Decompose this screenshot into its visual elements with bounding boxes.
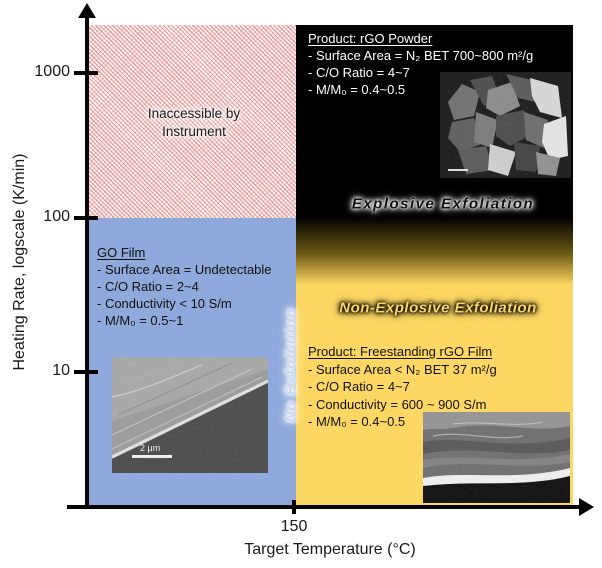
go-film-surface-area: - Surface Area = Undetectable	[97, 262, 272, 277]
rgo-film-mass-ratio: - M/M₀ = 0.4~0.5	[308, 414, 406, 429]
non-explosive-exfoliation-zone-label: Non-Explosive Exfoliation	[339, 299, 537, 317]
sem-scale-label: 2 μm	[140, 443, 160, 453]
rgo-film-surface-area: - Surface Area < N₂ BET 37 m²/g	[308, 361, 497, 377]
sem-scale-bar	[132, 455, 172, 458]
no-exfoliation-zone-label: No Exfoliation	[282, 307, 300, 423]
rgo-powder-surface-area: - Surface Area = N₂ BET 700~800 m²/g	[308, 48, 534, 63]
x-axis-line	[67, 505, 581, 509]
y-tick-label-1000: 1000	[34, 63, 70, 80]
x-tick-150	[292, 500, 296, 514]
go-film-co-ratio: - C/O Ratio = 2~4	[97, 279, 199, 294]
region-inaccessible-by-instrument	[88, 25, 296, 218]
y-axis-arrow-icon	[78, 3, 96, 18]
rgo-powder-title: Product: rGO Powder	[308, 31, 433, 46]
rgo-powder-info-block: Product: rGO Powder - Surface Area = N₂ …	[308, 30, 533, 98]
explosive-exfoliation-zone-label: Explosive Exfoliation	[351, 195, 535, 213]
rgo-film-conductivity: - Conductivity = 600 ~ 900 S/m	[308, 396, 487, 412]
rgo-film-co-ratio: - C/O Ratio = 4~7	[308, 379, 410, 394]
x-tick-label-150: 150	[280, 518, 308, 535]
go-film-conductivity: - Conductivity < 10 S/m	[97, 296, 232, 311]
sem-image-rgo-film	[423, 412, 570, 503]
sem-image-rgo-powder	[440, 72, 571, 178]
y-tick-1000	[74, 71, 98, 75]
go-film-title: GO Film	[97, 245, 146, 260]
rgo-film-title: Product: Freestanding rGO Film	[308, 344, 493, 359]
go-film-info-block: GO Film - Surface Area = Undetectable - …	[97, 244, 272, 329]
rgo-powder-co-ratio: - C/O Ratio = 4~7	[308, 65, 410, 80]
y-axis-line	[85, 16, 89, 508]
inaccessible-label-line2: Instrument	[162, 124, 226, 139]
y-axis-title: Heating Rate, logscale (K/min)	[11, 153, 28, 371]
go-film-mass-ratio: - M/M₀ = 0.5~1	[97, 313, 184, 328]
inaccessible-region-label: Inaccessible by Instrument	[148, 105, 240, 141]
sem-scale-bar	[448, 169, 468, 171]
freestanding-rgo-film-info-block: Product: Freestanding rGO Film - Surface…	[308, 343, 497, 431]
x-axis-title: Target Temperature (°C)	[244, 541, 416, 558]
sem-image-go-film: 2 μm	[112, 357, 268, 473]
y-tick-100	[74, 216, 98, 220]
y-tick-label-100: 100	[43, 208, 70, 225]
y-tick-10	[74, 370, 98, 374]
rgo-powder-mass-ratio: - M/M₀ = 0.4~0.5	[308, 82, 406, 97]
y-tick-label-10: 10	[52, 362, 70, 379]
x-axis-arrow-icon	[579, 498, 594, 516]
inaccessible-label-line1: Inaccessible by	[147, 106, 241, 121]
